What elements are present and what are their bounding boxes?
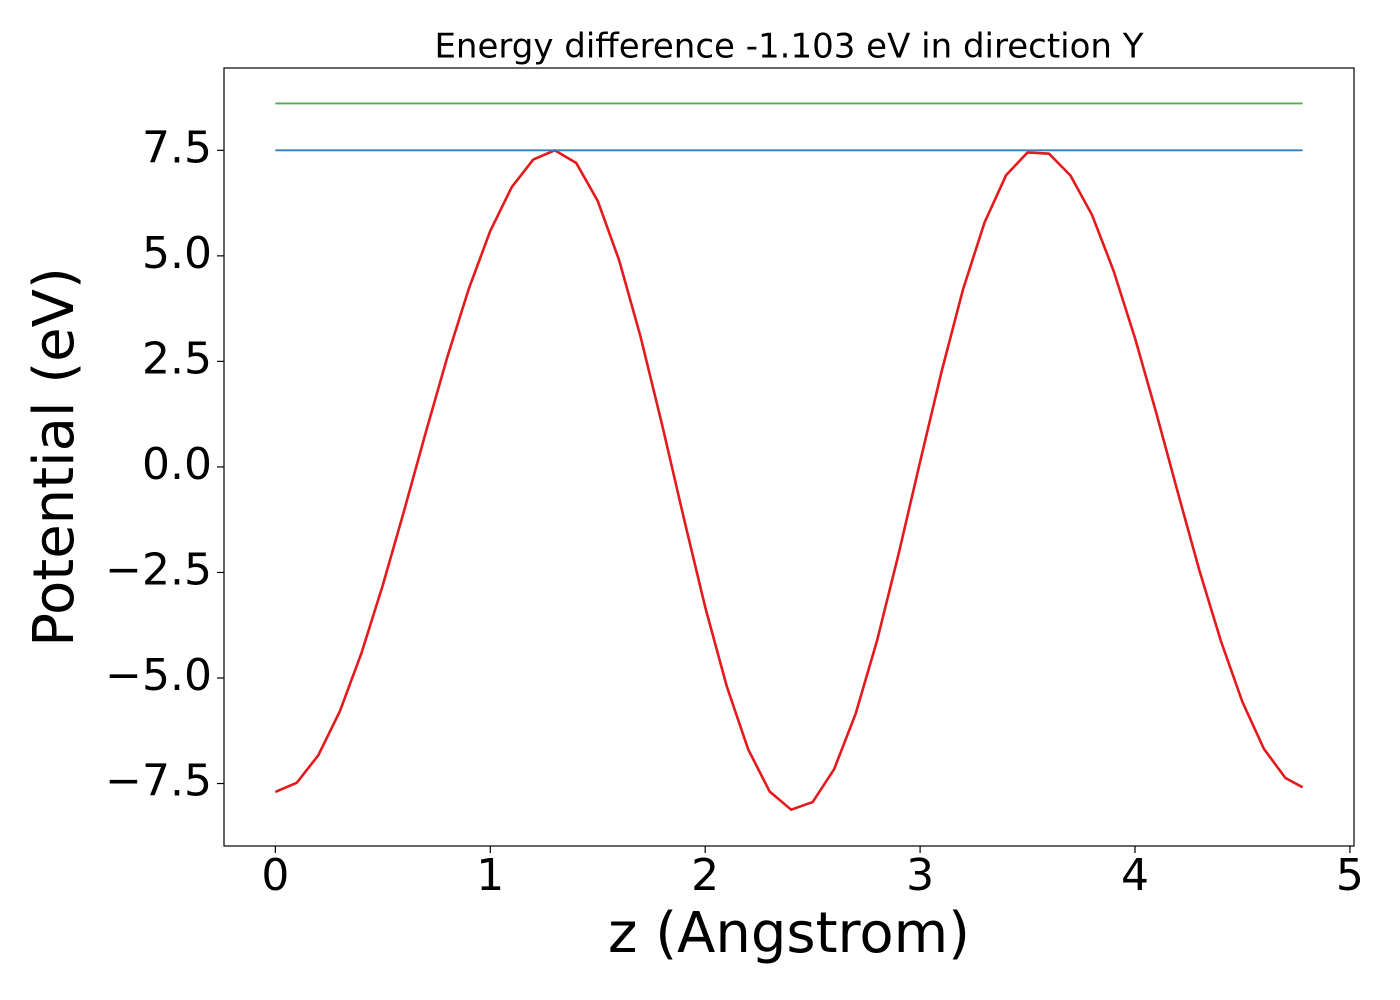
y-tick-label: 0.0: [142, 439, 212, 490]
x-tick-label: 0: [261, 850, 289, 901]
y-tick-label: −7.5: [105, 756, 212, 807]
y-tick-label: 2.5: [142, 333, 212, 384]
chart-title: Energy difference -1.103 eV in direction…: [434, 27, 1143, 67]
line-series: [274, 148, 1304, 812]
x-tick-label: 2: [691, 850, 719, 901]
x-tick-label: 1: [476, 850, 504, 901]
y-tick-label: 5.0: [142, 228, 212, 279]
y-tick-label: −2.5: [105, 544, 212, 595]
x-tick-label: 4: [1121, 850, 1149, 901]
y-tick-label: 7.5: [142, 122, 212, 173]
x-tick-label: 3: [906, 850, 934, 901]
y-tick-label: −5.0: [105, 650, 212, 701]
x-tick-label: 5: [1336, 850, 1364, 901]
plot-frame: [223, 67, 1355, 847]
x-axis-label: z (Angstrom): [608, 901, 970, 966]
y-axis-label: Potential (eV): [22, 267, 87, 647]
